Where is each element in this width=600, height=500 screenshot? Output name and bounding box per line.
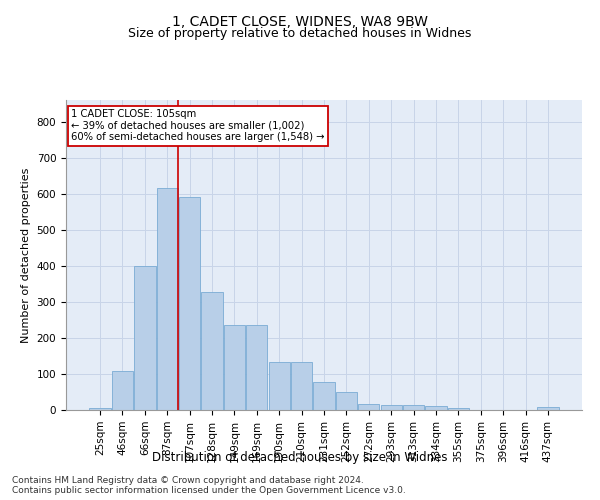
- Bar: [112, 372, 133, 410]
- Bar: [403, 406, 424, 410]
- Bar: [224, 326, 245, 410]
- Bar: [179, 198, 200, 410]
- Bar: [269, 362, 290, 410]
- Bar: [202, 292, 223, 410]
- Bar: [448, 408, 469, 410]
- Text: 1 CADET CLOSE: 105sqm
← 39% of detached houses are smaller (1,002)
60% of semi-d: 1 CADET CLOSE: 105sqm ← 39% of detached …: [71, 110, 325, 142]
- Bar: [537, 407, 559, 410]
- Bar: [358, 404, 379, 410]
- Bar: [313, 382, 335, 410]
- Bar: [89, 408, 111, 410]
- Bar: [291, 362, 312, 410]
- Bar: [134, 266, 155, 410]
- Bar: [380, 406, 402, 410]
- Text: Size of property relative to detached houses in Widnes: Size of property relative to detached ho…: [128, 28, 472, 40]
- Text: Distribution of detached houses by size in Widnes: Distribution of detached houses by size …: [152, 451, 448, 464]
- Text: Contains HM Land Registry data © Crown copyright and database right 2024.
Contai: Contains HM Land Registry data © Crown c…: [12, 476, 406, 495]
- Bar: [157, 188, 178, 410]
- Bar: [246, 326, 268, 410]
- Y-axis label: Number of detached properties: Number of detached properties: [21, 168, 31, 342]
- Text: 1, CADET CLOSE, WIDNES, WA8 9BW: 1, CADET CLOSE, WIDNES, WA8 9BW: [172, 15, 428, 29]
- Bar: [425, 406, 446, 410]
- Bar: [336, 392, 357, 410]
